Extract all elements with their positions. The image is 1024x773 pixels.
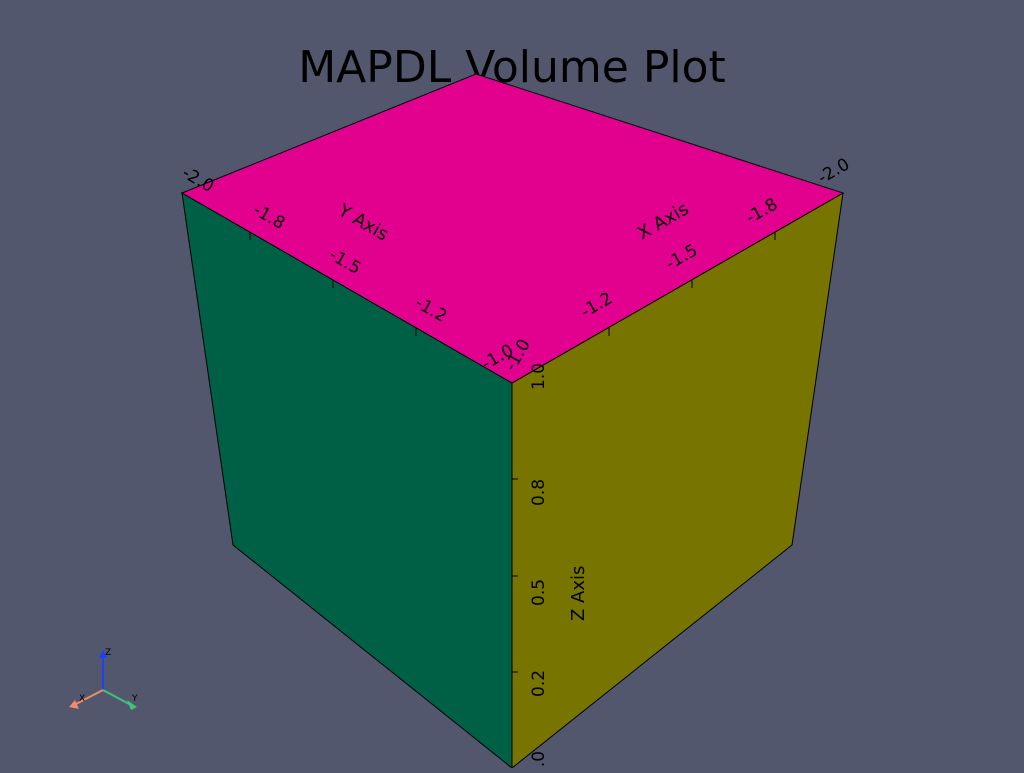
- x-direction-arrow: [75, 689, 104, 705]
- z-arrow-head-icon: [99, 650, 107, 658]
- plot-title: MAPDL Volume Plot: [298, 42, 726, 93]
- z-tick-label: 0.8: [529, 479, 549, 506]
- z-axis-label: Z Axis: [568, 566, 589, 621]
- tick-marks: [249, 232, 776, 673]
- orientation-axes-widget[interactable]: Z Y X: [69, 648, 138, 710]
- z-tick-label: 0.5: [529, 579, 549, 606]
- z-tick-label: 0.0: [529, 751, 549, 768]
- y-arrow-head-icon: [127, 700, 137, 710]
- z-tick-label: 0.2: [529, 670, 549, 697]
- y-direction-arrow: [102, 689, 132, 706]
- x-tick-label: -2.0: [815, 154, 854, 188]
- cube-face-top: [180, 73, 845, 384]
- z-tick-label: 1.0: [529, 363, 549, 390]
- x-arrow-head-icon: [69, 700, 79, 709]
- orientation-z-label: Z: [105, 648, 111, 658]
- orientation-x-label: X: [79, 694, 85, 704]
- orientation-y-label: Y: [131, 694, 138, 704]
